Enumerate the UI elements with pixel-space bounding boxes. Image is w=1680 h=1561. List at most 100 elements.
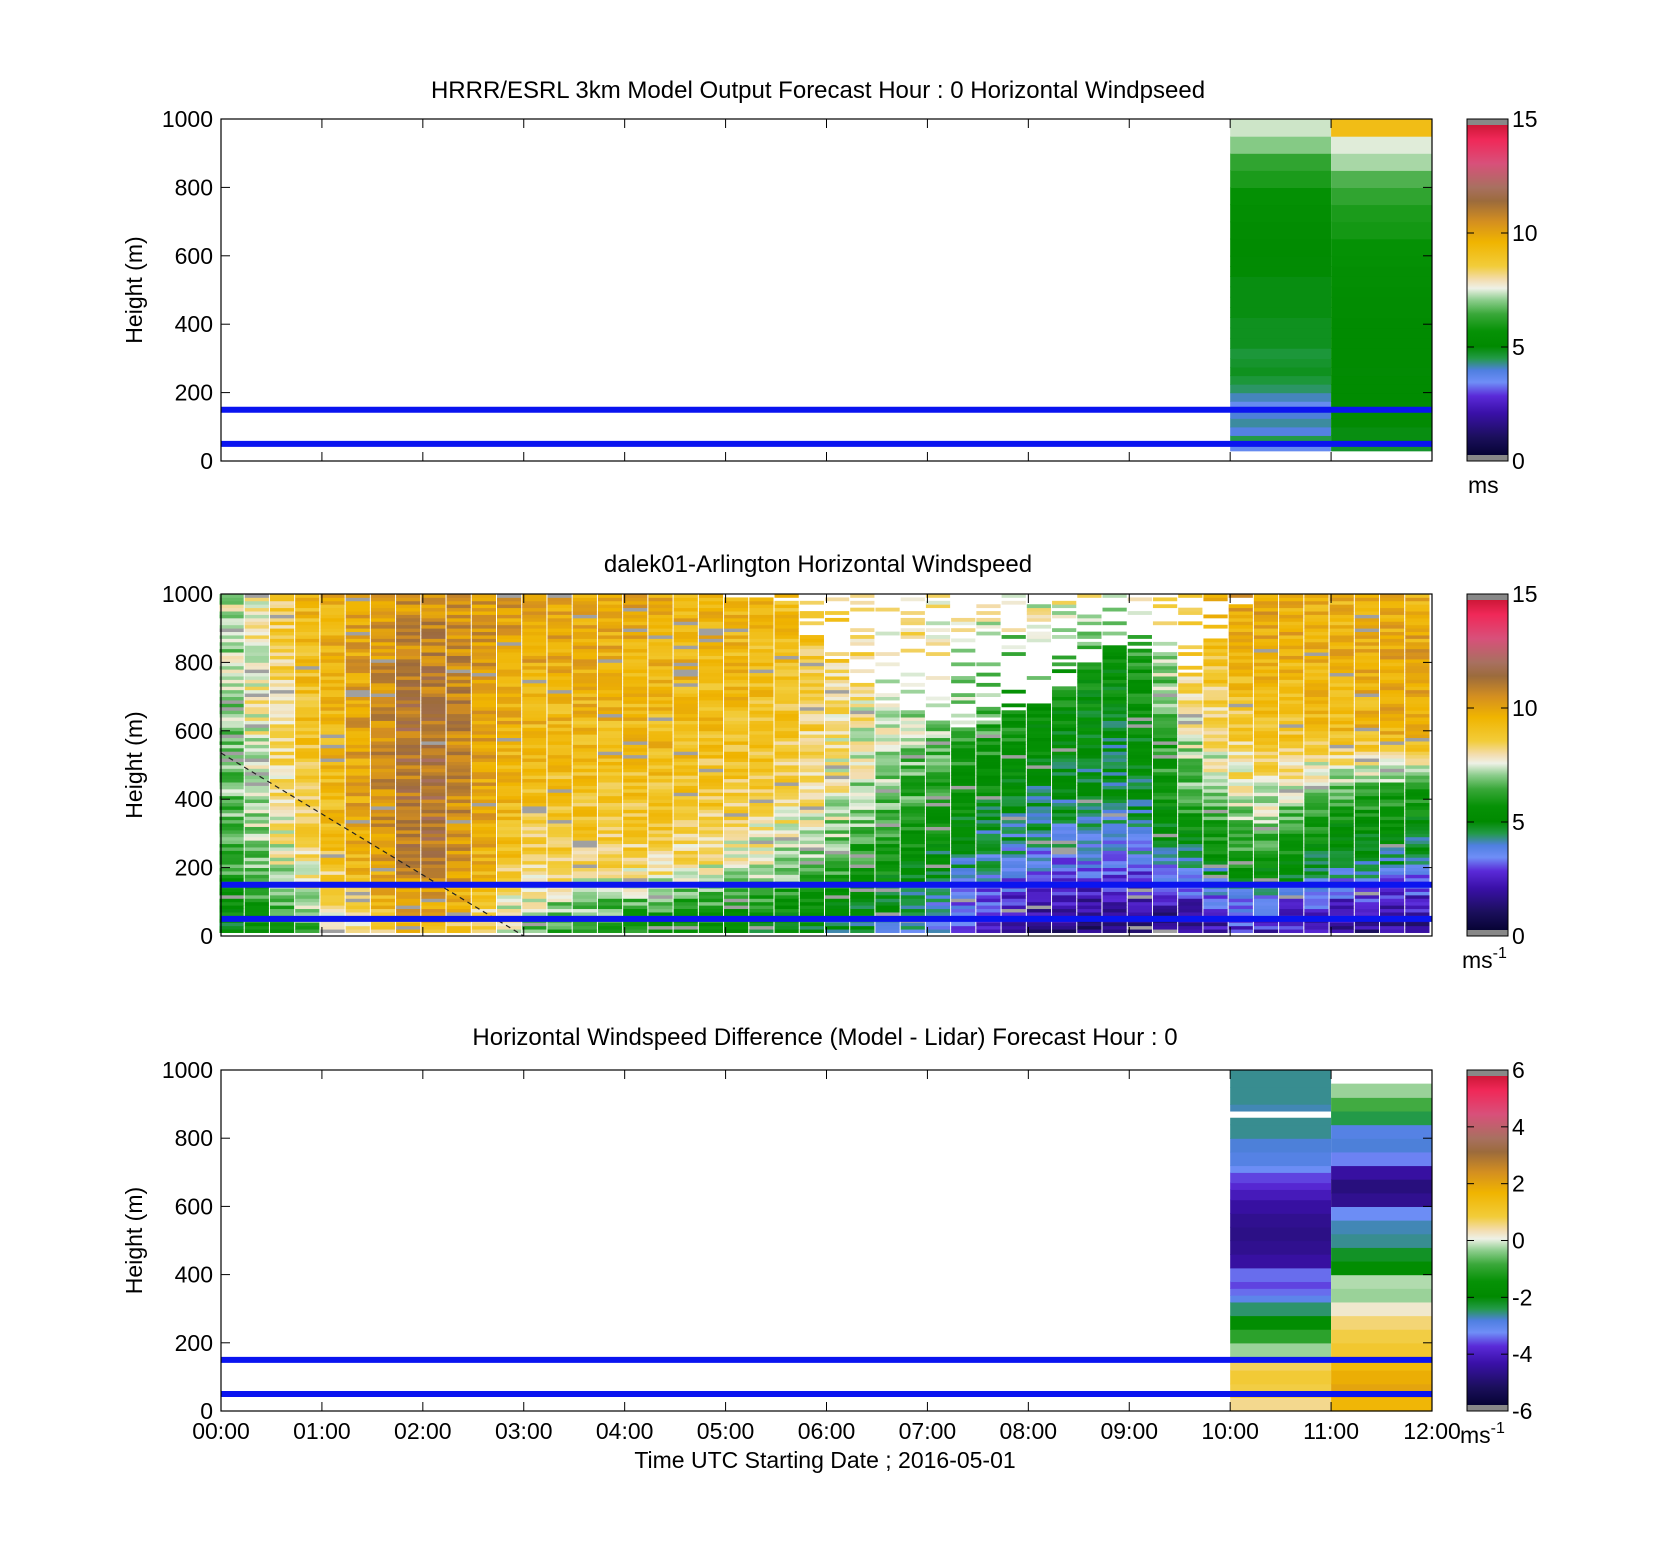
heatmap-cell [799, 812, 824, 817]
heatmap-cell [1228, 676, 1253, 680]
heatmap-cell [1230, 392, 1332, 402]
heatmap-cell [925, 628, 951, 633]
heatmap-cell [799, 785, 824, 790]
heatmap-cell [900, 792, 925, 797]
heatmap-cell [547, 669, 572, 674]
heatmap-cell [1405, 819, 1430, 824]
heatmap-cell [1228, 775, 1253, 780]
heatmap-cell [370, 833, 396, 838]
heatmap-cell [320, 771, 345, 776]
heatmap-cell [850, 847, 875, 851]
heatmap-cell [698, 720, 724, 725]
heatmap-cell [295, 614, 320, 619]
heatmap-cell [295, 785, 320, 790]
heatmap-cell [1354, 594, 1380, 598]
heatmap-cell [900, 877, 925, 882]
heatmap-cell [496, 905, 522, 910]
heatmap-cell [1354, 645, 1380, 650]
heatmap-cell [522, 700, 547, 704]
heatmap-cell [295, 901, 320, 906]
heatmap-cell [1052, 713, 1077, 718]
heatmap-cell [749, 857, 774, 862]
heatmap-cell [1331, 266, 1432, 277]
heatmap-cell [1279, 600, 1304, 605]
heatmap-cell [900, 806, 925, 810]
heatmap-cell [774, 812, 799, 817]
heatmap-cell [1178, 734, 1203, 739]
heatmap-cell [648, 843, 673, 848]
heatmap-cell [1304, 802, 1329, 807]
heatmap-cell [1354, 867, 1380, 872]
heatmap-cell [320, 836, 345, 841]
heatmap-cell [471, 829, 496, 834]
heatmap-cell [900, 751, 925, 756]
heatmap-cell [446, 635, 471, 639]
heatmap-cell [295, 672, 320, 677]
heatmap-cell [1203, 809, 1228, 814]
heatmap-cell [244, 792, 269, 797]
heatmap-cell [951, 816, 976, 821]
heatmap-cell [471, 741, 496, 745]
heatmap-cell [471, 723, 496, 728]
heatmap-cell [446, 713, 471, 718]
heatmap-cell [1329, 597, 1354, 602]
heatmap-cell [925, 901, 951, 906]
heatmap-cell [446, 877, 471, 882]
heatmap-cell [244, 901, 269, 906]
heatmap-cell [648, 682, 673, 687]
heatmap-cell [1329, 713, 1354, 718]
heatmap-cell [1228, 652, 1253, 656]
heatmap-cell [370, 898, 396, 903]
heatmap-cell [446, 689, 471, 694]
y-tick-label: 0 [200, 1398, 213, 1424]
heatmap-cell [875, 802, 900, 807]
heatmap-cell [1077, 833, 1102, 838]
heatmap-cell [1380, 853, 1405, 858]
heatmap-cell [244, 614, 269, 619]
heatmap-cell [673, 614, 698, 619]
heatmap-cell [1026, 864, 1052, 868]
heatmap-cell [1152, 853, 1178, 858]
heatmap-cell [572, 754, 597, 759]
heatmap-cell [1405, 806, 1430, 810]
heatmap-cell [295, 792, 320, 797]
heatmap-cell [1405, 905, 1430, 910]
heatmap-cell [1380, 788, 1405, 793]
heatmap-cell [774, 682, 799, 687]
heatmap-cell [724, 676, 749, 680]
heatmap-cell [522, 826, 547, 831]
heatmap-cell [446, 747, 471, 752]
heatmap-cell [396, 829, 421, 834]
heatmap-cell [951, 840, 976, 845]
heatmap-cell [925, 641, 951, 646]
heatmap-cell [320, 877, 345, 882]
heatmap-cell [421, 717, 446, 721]
heatmap-cell [345, 795, 370, 800]
heatmap-cell [1304, 850, 1329, 855]
heatmap-cell [799, 898, 824, 903]
heatmap-cell [749, 823, 774, 827]
heatmap-cell [345, 891, 370, 896]
heatmap-cell [295, 799, 320, 804]
heatmap-cell [522, 792, 547, 797]
heatmap-cell [421, 929, 446, 933]
heatmap-cell [900, 908, 925, 913]
heatmap-cell [1152, 826, 1178, 831]
heatmap-cell [1405, 669, 1430, 674]
heatmap-cell [1279, 611, 1304, 615]
heatmap-cell [320, 929, 345, 933]
heatmap-cell [421, 888, 446, 892]
y-tick-label: 800 [175, 174, 213, 200]
heatmap-cell [1354, 696, 1380, 701]
heatmap-cell [648, 853, 673, 858]
heatmap-cell [396, 741, 421, 745]
heatmap-cell [446, 682, 471, 687]
heatmap-cell [1304, 782, 1329, 786]
heatmap-cell [446, 912, 471, 916]
heatmap-cell [900, 778, 925, 783]
heatmap-cell [698, 758, 724, 762]
heatmap-cell [320, 744, 345, 749]
heatmap-cell [345, 816, 370, 821]
heatmap-cell [446, 847, 471, 851]
heatmap-cell [1203, 730, 1228, 735]
